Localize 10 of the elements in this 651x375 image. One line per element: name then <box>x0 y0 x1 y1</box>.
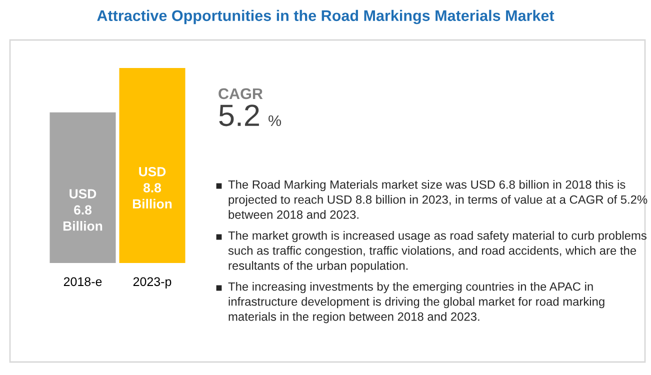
text: 5.2 % <box>219 104 282 126</box>
text: The market growth is increased usage as road safety material to curb problems such as traffic congestion, traffic violations, and road accidents, which are the resultants of the urban population. <box>228 231 646 272</box>
x-tick-label: 2023-p <box>133 277 172 289</box>
text: CAGR <box>218 88 263 100</box>
text: The Road Marking Materials market size was USD 6.8 billion in 2018 this is projected to reach USD 8.8 billion in 2023, in terms of value at a CAGR of 5.2% between 2018 and 2023. <box>228 180 648 219</box>
text: The increasing investments by the emerging countries in the APAC in infrastructure development is driving the global market for road marking materials in the region between 2018 and 2023. <box>228 282 604 324</box>
text: Attractive Opportunities in the Road Markings Materials Market <box>97 10 554 24</box>
x-tick-label: 2018-e <box>64 277 102 286</box>
data-label: USD 6.8 Billion <box>63 189 102 231</box>
data-label: USD 8.8 Billion <box>132 166 172 209</box>
